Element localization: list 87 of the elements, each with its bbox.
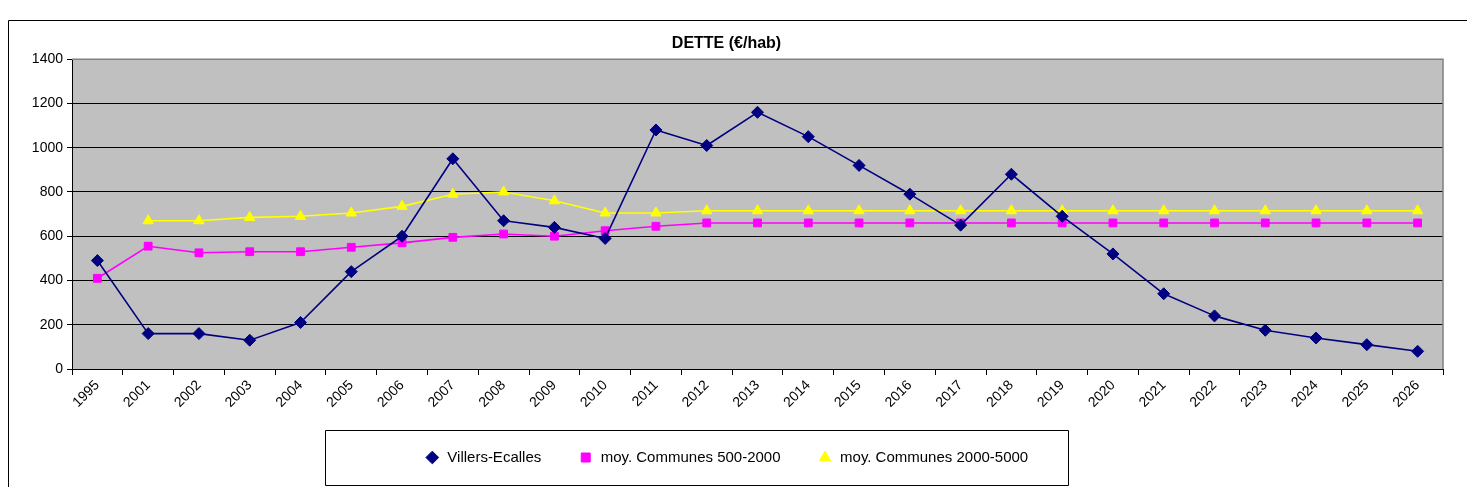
legend-label: moy. Communes 2000-5000 (840, 447, 1029, 465)
point (954, 218, 968, 232)
point (853, 204, 865, 215)
point (1309, 331, 1323, 345)
y-tick-label: 1200 (31, 94, 64, 111)
point (192, 327, 206, 341)
point (1260, 218, 1270, 228)
y-tick-label: 0 (55, 359, 64, 376)
point (599, 206, 611, 217)
point (1208, 309, 1221, 323)
point (142, 214, 154, 225)
point (903, 187, 917, 201)
point (803, 218, 813, 228)
point (852, 158, 866, 172)
legend-label: moy. Communes 500-2000 (600, 447, 781, 465)
point (701, 204, 713, 215)
y-tick-label: 1400 (31, 50, 64, 67)
point (141, 327, 155, 341)
point (446, 152, 460, 166)
point (1361, 204, 1373, 215)
point (346, 242, 356, 252)
point (905, 218, 915, 228)
point (296, 247, 305, 257)
legend-label: Villers-Ecalles (447, 447, 542, 465)
point (700, 139, 714, 152)
y-tick-label: 400 (39, 271, 64, 288)
point (1360, 338, 1374, 352)
point (1055, 209, 1069, 223)
point (1310, 204, 1322, 215)
point (143, 241, 153, 251)
point (193, 214, 205, 225)
point (1311, 218, 1321, 228)
point (650, 206, 662, 217)
point (649, 123, 663, 137)
point (1159, 218, 1169, 228)
point (345, 206, 357, 217)
point (243, 333, 257, 347)
point (93, 273, 102, 283)
point (547, 220, 561, 234)
point (1411, 204, 1424, 215)
point (90, 254, 104, 268)
chart-title: DETTE (€/hab) (671, 34, 782, 52)
y-tick-label: 1000 (31, 138, 64, 155)
point (344, 265, 358, 279)
point (1411, 344, 1425, 358)
point (802, 204, 814, 215)
point (1108, 218, 1118, 228)
y-tick-label: 600 (39, 227, 64, 244)
point (194, 248, 204, 258)
point (550, 231, 559, 241)
point (702, 218, 712, 228)
point (801, 130, 815, 144)
point (497, 185, 510, 196)
point (244, 210, 256, 221)
point (1106, 247, 1120, 261)
point (954, 204, 967, 215)
point (651, 221, 661, 231)
point (448, 232, 458, 242)
point (1413, 218, 1422, 228)
point (396, 199, 408, 210)
point (1259, 204, 1271, 215)
point (1007, 218, 1016, 228)
point (1157, 287, 1171, 301)
point (1005, 204, 1018, 215)
point (294, 209, 307, 220)
point (598, 231, 612, 245)
y-tick-label: 800 (39, 182, 64, 199)
point (1004, 167, 1018, 181)
point (1258, 323, 1272, 337)
point (395, 229, 409, 243)
point (294, 316, 307, 330)
point (854, 218, 864, 228)
point (904, 204, 916, 215)
point (1107, 204, 1119, 215)
point (1158, 204, 1170, 215)
point (751, 105, 764, 119)
point (497, 214, 511, 228)
point (751, 204, 764, 215)
point (753, 218, 762, 228)
point (1210, 218, 1219, 228)
point (245, 247, 255, 257)
point (447, 187, 459, 198)
point (1362, 218, 1372, 228)
point (499, 229, 508, 239)
point (548, 194, 561, 205)
point (1208, 204, 1221, 215)
y-tick-label: 200 (39, 315, 64, 332)
